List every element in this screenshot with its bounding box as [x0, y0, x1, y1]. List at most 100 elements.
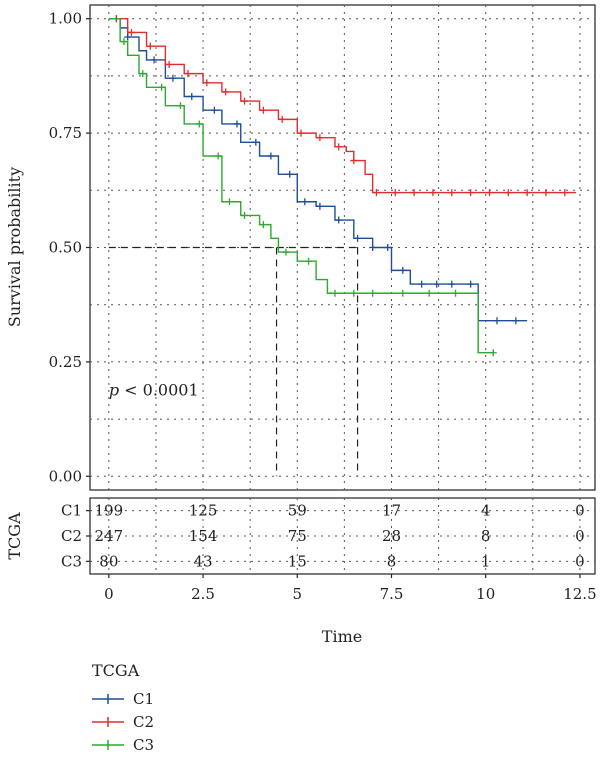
censor-mark	[278, 115, 286, 123]
censor-mark	[210, 106, 218, 114]
legend-item-c1: C1	[92, 690, 154, 708]
risk-cell: 0	[575, 552, 585, 570]
risk-cell: 0	[575, 502, 585, 520]
censor-mark	[139, 70, 147, 78]
censor-mark	[241, 211, 249, 219]
p-value-text: < 0.0001	[119, 380, 199, 399]
legend-label: C2	[133, 713, 154, 731]
censor-mark	[489, 349, 497, 357]
censor-mark	[184, 70, 192, 78]
legend-label: C3	[133, 736, 154, 754]
legend: TCGA C1 C2 C3	[92, 661, 154, 754]
censor-mark	[335, 143, 343, 151]
censor-mark	[222, 88, 230, 96]
risk-cell: 80	[99, 552, 118, 570]
risk-cell: 0	[575, 527, 585, 545]
legend-item-c2: C2	[92, 713, 154, 731]
censor-mark	[335, 216, 343, 224]
x-tick-label: 7.5	[380, 585, 404, 603]
risk-cell: 75	[288, 527, 307, 545]
risk-cell: 15	[288, 552, 307, 570]
y-tick-label: 0.00	[49, 467, 82, 485]
risk-cell: 43	[194, 552, 213, 570]
censor-mark	[504, 189, 512, 197]
y-axis-ticks: 0.00 0.25 0.50 0.75 1.00	[49, 10, 90, 485]
censor-mark	[448, 280, 456, 288]
survival-curve-c1	[108, 18, 528, 322]
censor-mark	[188, 93, 196, 101]
censor-mark	[225, 198, 233, 206]
censor-mark	[523, 189, 531, 197]
censor-mark	[372, 189, 380, 197]
x-tick-label: 10	[476, 585, 495, 603]
censor-mark	[331, 289, 339, 297]
censor-mark	[452, 289, 460, 297]
censor-mark	[350, 157, 358, 165]
censor-mark	[233, 120, 241, 128]
risk-cell: 247	[95, 527, 124, 545]
survival-curves	[108, 15, 577, 357]
censor-mark	[493, 317, 501, 325]
x-axis-ticks: 0 2.5 5 7.5 10 12.5	[104, 574, 597, 603]
censor-mark	[241, 97, 249, 105]
censor-mark	[124, 33, 132, 41]
x-tick-label: 5	[293, 585, 303, 603]
censor-mark	[369, 244, 377, 251]
risk-cell: 8	[387, 552, 397, 570]
y-axis-label: Survival probability	[5, 167, 24, 327]
censor-mark	[354, 234, 362, 242]
censor-mark	[146, 42, 154, 50]
risk-cell: 154	[189, 527, 218, 545]
censor-mark	[433, 280, 441, 288]
censor-mark	[127, 28, 135, 36]
x-tick-label: 2.5	[191, 585, 215, 603]
censor-mark	[169, 74, 177, 82]
risk-row-label: C3	[61, 552, 82, 570]
censor-mark	[252, 138, 260, 146]
risk-row-label: C2	[61, 527, 82, 545]
censor-mark	[399, 266, 407, 274]
censor-mark	[399, 289, 407, 297]
censor-mark	[297, 129, 305, 137]
risk-table-grid	[90, 498, 595, 574]
y-tick-label: 0.25	[49, 353, 82, 371]
censor-mark	[267, 152, 275, 160]
risk-cell: 17	[382, 502, 401, 520]
censor-mark	[214, 152, 222, 160]
censor-mark	[150, 56, 158, 64]
survival-curve-c2	[108, 18, 577, 194]
x-axis-label: Time	[322, 627, 362, 646]
censor-mark	[429, 189, 437, 197]
censor-mark	[369, 289, 377, 297]
censor-mark	[391, 189, 399, 197]
median-lines	[108, 246, 359, 477]
censor-mark	[301, 198, 309, 206]
censor-mark	[165, 60, 173, 68]
censor-mark	[286, 170, 294, 178]
risk-cell: 59	[288, 502, 307, 520]
censor-mark	[282, 248, 290, 256]
risk-row-label: C1	[61, 502, 82, 520]
risk-cell: 1	[481, 552, 491, 570]
risk-cell: 8	[481, 527, 491, 545]
legend-label: C1	[133, 690, 154, 708]
censor-mark	[259, 106, 267, 114]
legend-title: TCGA	[92, 661, 140, 680]
censor-mark	[467, 189, 475, 197]
p-symbol: p	[109, 380, 119, 399]
plot-grid	[90, 5, 595, 490]
censor-mark	[120, 38, 128, 46]
x-tick-label: 0	[104, 585, 114, 603]
y-tick-label: 0.75	[49, 124, 82, 142]
censor-mark	[512, 317, 520, 325]
risk-cell: 125	[189, 502, 218, 520]
risk-cell: 4	[481, 502, 491, 520]
censor-mark	[542, 189, 550, 197]
survival-curve-c3	[108, 18, 494, 354]
censor-mark	[195, 120, 203, 128]
censor-mark	[485, 189, 493, 197]
censor-mark	[410, 189, 418, 197]
censor-mark	[425, 289, 433, 297]
censor-mark	[467, 280, 475, 288]
risk-cell: 28	[382, 527, 401, 545]
